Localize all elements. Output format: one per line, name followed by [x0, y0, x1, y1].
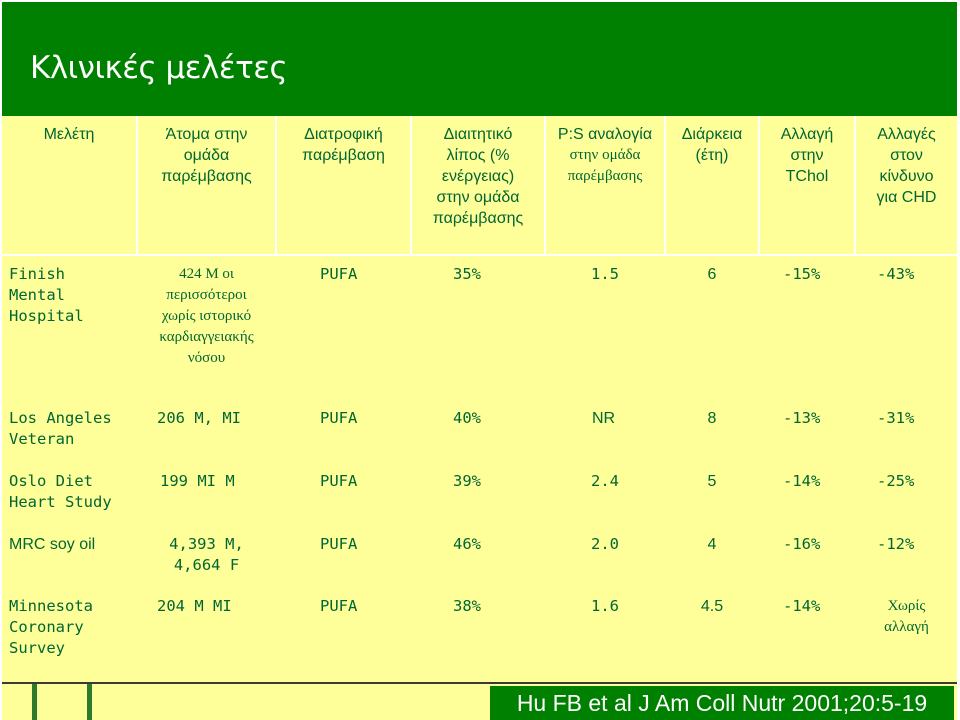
table-row-ps-ratio: 2.4 [591, 472, 619, 490]
header-separator [854, 116, 856, 256]
column-header-study: Μελέτη [43, 126, 95, 143]
table-row-duration: 4.5 [700, 598, 724, 615]
title-bar: Κλινικές μελέτες [2, 2, 957, 116]
table-row-fat: 38% [453, 597, 481, 615]
table-row-intervention: PUFA [320, 597, 358, 615]
table-row-duration: 6 [707, 266, 717, 283]
table-row-intervention: PUFA [320, 472, 358, 490]
table-row-duration: 8 [707, 410, 717, 427]
table-row-ps-ratio: 2.0 [591, 535, 619, 553]
table-row-tchol: -13% [783, 409, 821, 427]
column-header-subjects: Άτομα στην ομάδα παρέμβασης [161, 126, 252, 185]
table-row-fat: 35% [453, 265, 481, 283]
table-row-subjects: 424 M οι περισσότεροι χωρίς ιστορικό καρ… [159, 266, 254, 366]
column-header-duration: Διάρκεια (έτη) [681, 126, 743, 164]
table-row-chd: Χωρίς αλλαγή [884, 598, 929, 635]
page-title: Κλινικές μελέτες [30, 50, 288, 86]
table-row-study: Finish Mental Hospital [9, 265, 84, 325]
table-row-tchol: -14% [783, 597, 821, 615]
table-row-tchol: -15% [783, 265, 821, 283]
table-row-study: Minnesota Coronary Survey [9, 597, 93, 657]
table-row-fat: 39% [453, 472, 481, 490]
studies-table: Μελέτη Άτομα στην ομάδα παρέμβασης Διατρ… [2, 116, 957, 682]
table-row-duration: 5 [707, 473, 717, 490]
table-row-chd: -25% [877, 472, 915, 490]
table-row-subjects: 4,393 M, 4,664 F [169, 535, 244, 574]
table-row-ps-ratio: 1.6 [591, 597, 619, 615]
table-row-intervention: PUFA [320, 409, 358, 427]
header-separator [544, 116, 546, 256]
footer-accent-mark [87, 684, 92, 720]
table-row-tchol: -14% [783, 472, 821, 490]
table-row-chd: -43% [877, 265, 915, 283]
table-row-study: Oslo Diet Heart Study [9, 472, 112, 511]
table-row-subjects: 206 M, MI [157, 409, 241, 427]
table-row-intervention: PUFA [320, 535, 358, 553]
header-separator [136, 116, 138, 256]
header-separator [410, 116, 412, 256]
table-row-fat: 46% [453, 535, 481, 553]
table-row-chd: -12% [877, 535, 915, 553]
table-row-subjects: 199 MI M [160, 472, 235, 490]
header-separator [758, 116, 760, 256]
table-row-ps-ratio: NR [592, 410, 616, 427]
column-header-tchol: Αλλαγή στην TChol [780, 126, 834, 185]
table-row-duration: 4 [707, 536, 717, 553]
column-header-dietary-fat: Διαιτητικό λίπος (% ενέργειας) στην ομάδ… [432, 126, 524, 227]
header-divider [2, 254, 957, 256]
table-row-study: MRC soy oil [9, 536, 96, 553]
table-row-subjects: 204 M MI [157, 597, 232, 615]
table-row-study: Los Angeles Veteran [9, 409, 112, 448]
citation-box: Hu FB et al J Am Coll Nutr 2001;20:5-19 [490, 686, 954, 720]
header-separator [664, 116, 666, 256]
column-header-ps-ratio: P:S αναλογία στην ομάδα παρέμβασης [557, 126, 653, 184]
column-header-intervention: Διατροφική παρέμβαση [302, 126, 385, 164]
table-row-fat: 40% [453, 409, 481, 427]
table-row-intervention: PUFA [320, 265, 358, 283]
header-separator [275, 116, 277, 256]
table-row-ps-ratio: 1.5 [591, 265, 619, 283]
table-row-chd: -31% [877, 409, 915, 427]
column-header-chd-risk: Αλλαγές στον κίνδυνο για CHD [876, 126, 937, 206]
footer-accent-mark [32, 684, 37, 720]
table-row-tchol: -16% [783, 535, 821, 553]
